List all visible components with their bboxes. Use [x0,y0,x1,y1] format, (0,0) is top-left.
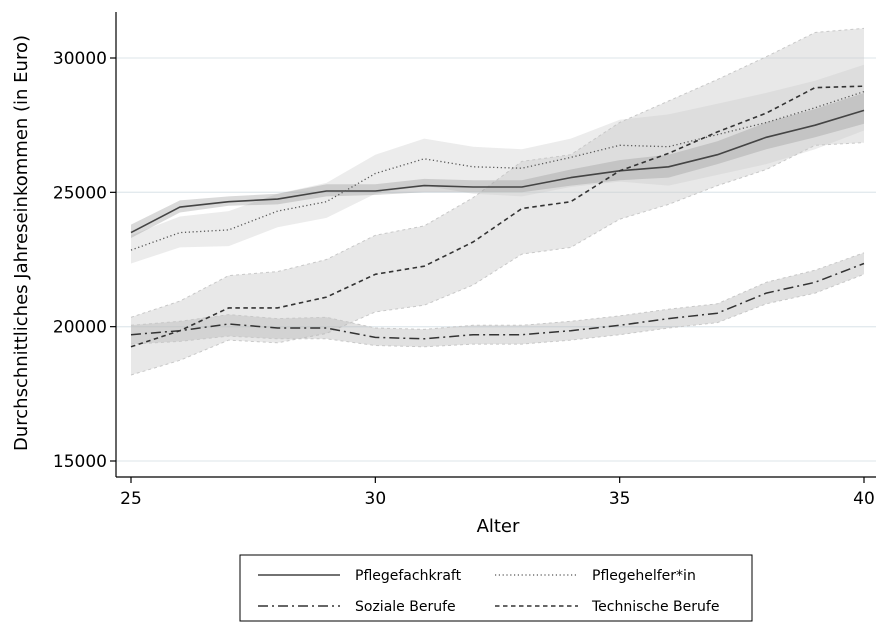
series-line-dashdot [130,262,865,340]
x-tick-label: 30 [365,489,387,509]
band-edge [130,142,865,376]
band-edge [130,273,865,348]
x-axis-label: Alter [477,516,520,537]
legend: Pflegefachkraft Pflegehelfer*in Soziale Be… [239,554,753,622]
y-tick-label: 20000 [53,318,107,338]
legend-label: Pflegefachkraft [355,568,462,584]
y-tick-label: 30000 [53,49,107,69]
legend-box [239,554,753,622]
grid [116,57,876,462]
x-tick-label: 35 [609,489,631,509]
x-tick-label: 25 [120,489,142,509]
band-dashed [131,28,864,376]
legend-label: Pflegehelfer*in [592,568,696,584]
band-dashdot [131,252,864,347]
y-tick-label: 25000 [53,183,107,203]
y-axis-label: Durchschnittliches Jahreseinkommen (in E… [11,35,32,451]
legend-label: Technische Berufe [591,599,719,615]
y-tick-label: 15000 [53,452,107,472]
band-edge [130,27,865,318]
series-lines [130,85,865,348]
band-edge [130,252,865,330]
axes: 15000 20000 25000 30000 25 30 35 40 [53,12,876,509]
legend-label: Soziale Berufe [355,599,456,615]
series-line-dashed [130,85,865,348]
band-dotted [131,64,864,264]
series-line-solid [130,109,865,234]
confidence-bands [130,27,865,376]
series-line-dotted [130,90,865,251]
x-tick-label: 40 [853,489,875,509]
